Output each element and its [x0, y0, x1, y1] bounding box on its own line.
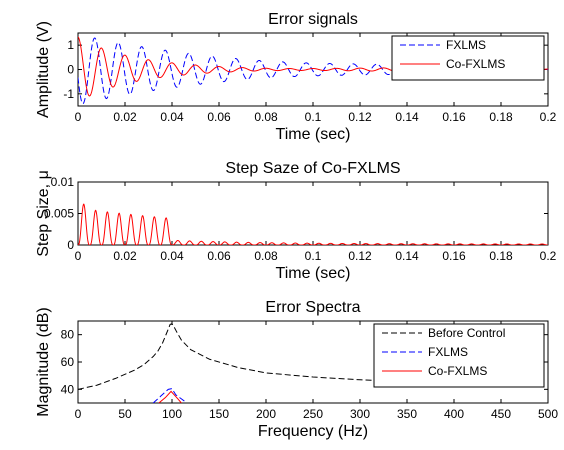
y-tick-label: 0.005: [44, 207, 74, 221]
x-tick-label: 0.16: [442, 110, 466, 124]
x-tick-label: 0: [75, 249, 82, 263]
x-axis-label: Time (sec): [276, 126, 351, 143]
x-tick-label: 0.06: [207, 110, 231, 124]
series-line-fxlms: [78, 37, 548, 105]
x-tick-label: 0.04: [160, 249, 184, 263]
y-tick-label: 60: [61, 355, 75, 369]
x-tick-label: 350: [397, 407, 417, 421]
series-line-fxlms: [152, 388, 186, 403]
x-tick-label: 0.16: [442, 249, 466, 263]
legend-entry: FXLMS: [446, 38, 486, 52]
subplot-3: 0 50 100 150 200 250 300 350 400 450 500 40 60 80 Erro…: [35, 299, 558, 440]
legend-box: [391, 35, 545, 81]
x-tick-label: 0.14: [395, 110, 419, 124]
x-tick-label: 0.14: [395, 249, 419, 263]
x-tick-label: 0.18: [489, 249, 513, 263]
chart-title: Error signals: [268, 11, 358, 28]
y-tick-label: 1: [67, 38, 74, 52]
x-tick-label: 500: [538, 407, 558, 421]
x-tick-label: 0.12: [348, 249, 372, 263]
x-tick-label: 300: [350, 407, 370, 421]
x-tick-label: 0.04: [160, 110, 184, 124]
y-axis-label: Magnitude (dB): [35, 307, 52, 416]
x-tick-label: 0.2: [540, 249, 557, 263]
y-axis-label: Step Size, μ: [35, 170, 52, 257]
subplot-2: 0 0.02 0.04 0.06 0.08 0.1 0.12 0.14 0.16 0.18 0.2 0…: [35, 160, 557, 282]
y-tick-label: 40: [61, 382, 75, 396]
x-tick-label: 0.02: [113, 249, 137, 263]
chart-title: Error Spectra: [265, 299, 360, 316]
legend-box: [373, 323, 545, 388]
x-tick-label: 400: [444, 407, 464, 421]
series-line-co-fxlms: [158, 390, 182, 403]
x-tick-label: 200: [256, 407, 276, 421]
x-tick-label: 0.08: [254, 249, 278, 263]
x-tick-label: 450: [491, 407, 511, 421]
y-axis-label: Amplitude (V): [35, 21, 52, 118]
x-axis-label: Time (sec): [276, 265, 351, 282]
x-tick-label: 0.1: [305, 110, 322, 124]
x-tick-label: 0.12: [348, 110, 372, 124]
y-tick-label: 0.01: [51, 175, 75, 189]
series-line-step-size: [78, 203, 548, 245]
x-tick-label: 0.18: [489, 110, 513, 124]
legend-entry: Co-FXLMS: [446, 57, 505, 71]
axes-box: [77, 181, 549, 246]
legend: Before Control FXLMS Co-FXLMS: [373, 323, 545, 388]
x-tick-label: 0: [75, 407, 82, 421]
legend-entry: FXLMS: [428, 345, 468, 359]
x-tick-label: 250: [303, 407, 323, 421]
x-axis-label: Frequency (Hz): [258, 423, 368, 440]
subplot-1: 0 0.02 0.04 0.06 0.08 0.1 0.12 0.14 0.16 0.18 0.2 -…: [35, 11, 557, 143]
x-tick-label: 0.02: [113, 110, 137, 124]
y-tick-label: 0: [67, 63, 74, 77]
x-tick-label: 0.1: [305, 249, 322, 263]
x-tick-label: 100: [162, 407, 182, 421]
y-tick-label: -1: [63, 87, 74, 101]
plot-area: [78, 203, 548, 245]
x-tick-label: 0.2: [540, 110, 557, 124]
x-tick-label: 0: [75, 110, 82, 124]
chart-title: Step Saze of Co-FXLMS: [225, 160, 400, 177]
plot-area: [78, 323, 502, 403]
legend: FXLMS Co-FXLMS: [391, 35, 545, 81]
series-line-before-control: [78, 323, 502, 390]
y-tick-label: 0: [67, 238, 74, 252]
legend-entry: Co-FXLMS: [428, 364, 487, 378]
legend-entry: Before Control: [428, 326, 505, 340]
x-tick-label: 0.08: [254, 110, 278, 124]
x-tick-label: 150: [209, 407, 229, 421]
x-tick-label: 0.06: [207, 249, 231, 263]
y-tick-label: 80: [61, 328, 75, 342]
x-tick-label: 50: [118, 407, 132, 421]
